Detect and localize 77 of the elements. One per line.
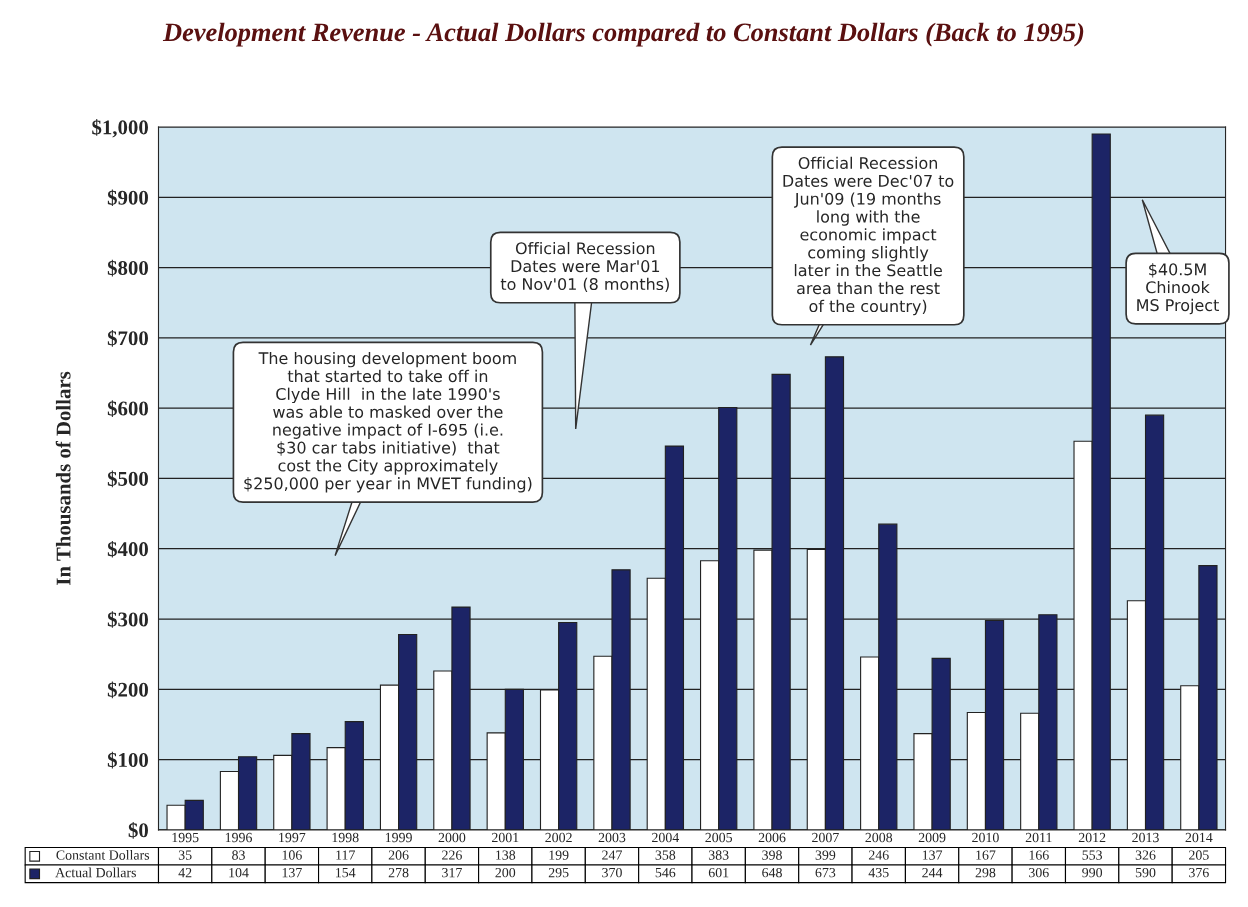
data-label: 590 [1135,867,1156,878]
data-label: 278 [388,867,409,878]
data-label: 399 [815,850,836,860]
y-tick-label: $0 [128,822,148,839]
data-label: 648 [762,867,782,878]
x-tick-label: 2011 [1025,832,1052,843]
data-label: 200 [495,867,516,878]
y-tick-label: $100 [107,751,148,769]
data-label: 247 [602,850,623,860]
data-label: 370 [602,867,622,878]
x-tick-label: 1995 [172,832,199,843]
x-tick-label: 2008 [865,832,893,843]
chart-title: Development Revenue - Actual Dollars compared to Constant Dollars (Back to 1995) [162,22,1084,47]
data-label: 326 [1135,850,1156,860]
data-label: 546 [655,867,676,878]
y-tick-label: $800 [107,259,148,277]
data-label: 601 [708,867,729,878]
y-tick-label: $1,000 [92,119,148,138]
data-label: 83 [232,850,245,860]
x-tick-label: 2014 [1185,832,1213,843]
data-label: 553 [1082,850,1103,860]
data-label: 435 [868,867,889,878]
y-axis-title: In Thousands of Dollars [55,371,71,585]
x-tick-label: 2012 [1078,832,1106,843]
data-label: 106 [282,850,302,860]
data-label: 990 [1082,867,1103,878]
y-tick-label: $900 [107,189,148,207]
legend-label: Actual Dollars [55,867,136,878]
data-label: 246 [868,850,889,860]
data-label: 35 [178,850,192,860]
data-label: 137 [922,850,943,860]
data-label: 358 [655,850,676,860]
data-label: 398 [762,850,782,860]
data-label: 206 [388,850,409,860]
data-label: 295 [548,867,569,878]
y-tick-label: $700 [107,330,148,347]
data-label: 226 [442,850,462,860]
x-tick-label: 1999 [385,832,412,843]
annotation: Official Recession Dates were Mar'01 to Nov'01 (8 months) [500,241,669,292]
x-tick-label: 2010 [972,832,999,843]
x-tick-label: 2004 [652,832,680,843]
data-label: 205 [1189,850,1209,860]
data-label: 199 [549,850,569,860]
y-tick-label: $300 [107,611,148,628]
y-tick-label: $600 [107,400,148,417]
x-tick-label: 2006 [758,832,786,843]
legend-label: Constant Dollars [56,849,150,860]
annotation: The housing development boom that started to take off in Clyde Hill in the late 1990's was able to masked over the negative impact of I-695 (i.e. $30 car tabs initiative) that cost the City approximately $250,000 per year in MVET funding) [244,351,532,493]
x-tick-label: 2005 [705,832,733,843]
data-label: 306 [1029,867,1049,878]
y-tick-label: $200 [107,681,148,699]
data-label: 317 [442,867,462,878]
data-label: 167 [976,850,996,860]
data-label: 137 [282,867,302,878]
data-label: 117 [336,850,355,860]
y-tick-label: $400 [107,540,148,558]
x-tick-label: 2002 [545,832,572,843]
data-label: 376 [1189,867,1209,878]
data-label: 42 [178,867,192,878]
data-label: 383 [708,850,729,860]
data-label: 244 [922,867,943,878]
x-tick-label: 2000 [438,832,466,843]
x-tick-label: 2013 [1132,832,1159,843]
x-tick-label: 2009 [918,832,946,843]
x-tick-label: 2001 [492,832,519,843]
data-label: 673 [815,867,836,878]
x-tick-label: 2007 [812,832,839,843]
y-tick-label: $500 [107,470,148,488]
data-label: 154 [336,868,356,878]
data-label: 104 [229,867,249,878]
x-tick-label: 1996 [225,832,252,843]
data-label: 298 [975,867,996,878]
x-tick-label: 2003 [598,832,626,843]
data-label: 138 [496,850,516,860]
x-tick-label: 1998 [332,832,359,843]
x-tick-label: 1997 [279,832,306,843]
data-label: 166 [1029,850,1049,860]
